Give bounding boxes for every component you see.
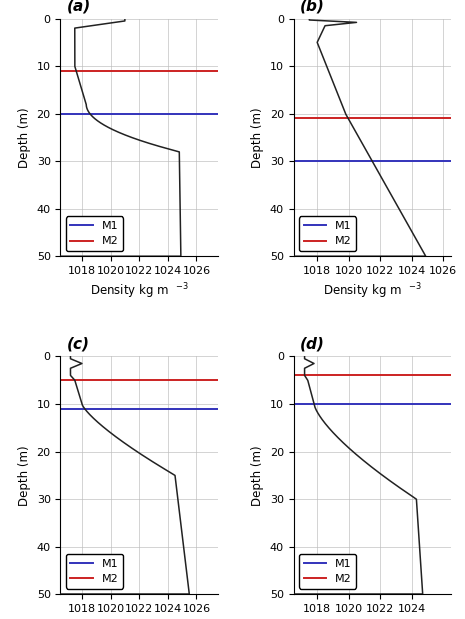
Legend: M1, M2: M1, M2 [66, 554, 123, 589]
Text: (d): (d) [300, 337, 325, 352]
Text: (c): (c) [67, 337, 90, 352]
Y-axis label: Depth (m): Depth (m) [18, 445, 31, 506]
Legend: M1, M2: M1, M2 [66, 217, 123, 251]
Y-axis label: Depth (m): Depth (m) [251, 107, 264, 168]
Y-axis label: Depth (m): Depth (m) [18, 107, 31, 168]
Legend: M1, M2: M1, M2 [299, 217, 356, 251]
X-axis label: Density kg m  $^{-3}$: Density kg m $^{-3}$ [323, 282, 422, 301]
Text: (a): (a) [67, 0, 91, 14]
Text: (b): (b) [300, 0, 325, 14]
X-axis label: Density kg m  $^{-3}$: Density kg m $^{-3}$ [90, 282, 189, 301]
Legend: M1, M2: M1, M2 [299, 554, 356, 589]
Y-axis label: Depth (m): Depth (m) [251, 445, 264, 506]
